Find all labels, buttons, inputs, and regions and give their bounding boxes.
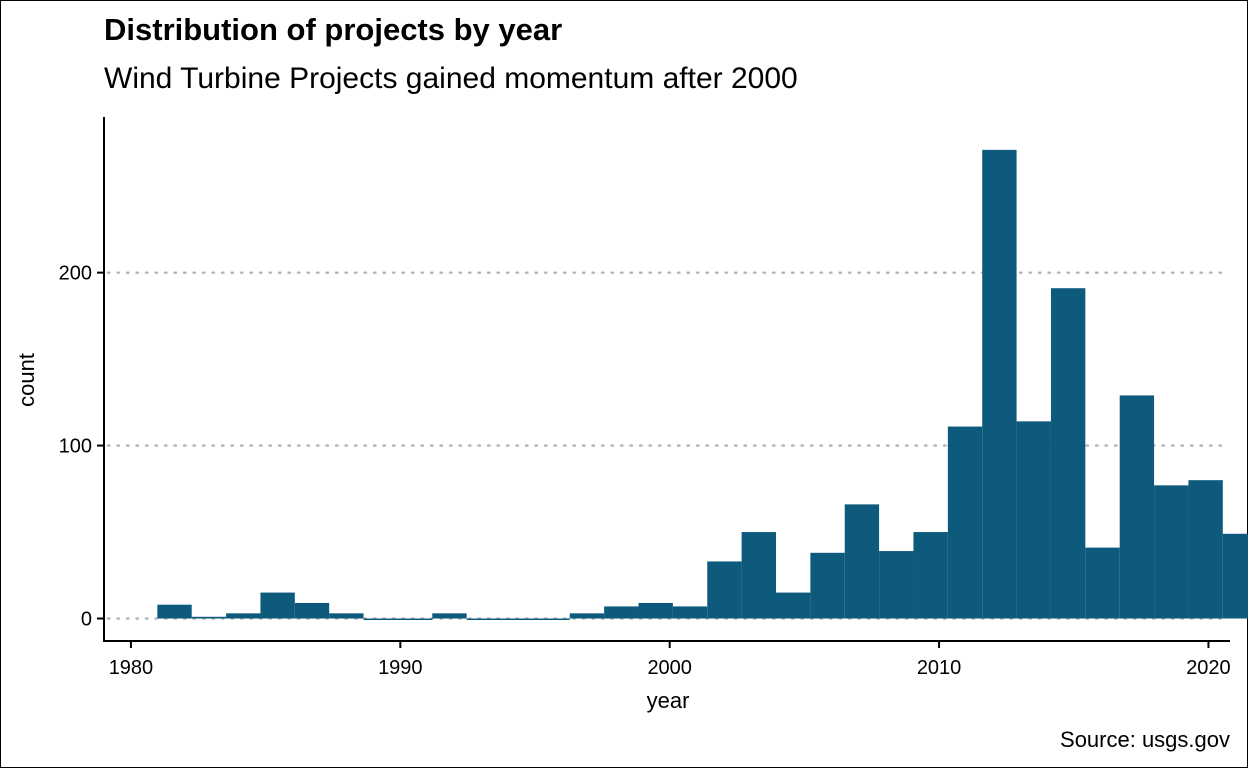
bar-8 xyxy=(432,613,467,619)
x-tick-label-2010: 2010 xyxy=(917,657,962,679)
bar-13 xyxy=(604,606,639,619)
bar-3 xyxy=(260,592,295,619)
chart-caption: Source: usgs.gov xyxy=(1060,727,1230,752)
bar-23 xyxy=(947,426,983,619)
bar-4 xyxy=(294,602,330,619)
axes: 0 100 200 1980 1990 2000 2010 2020 xyxy=(59,117,1231,679)
bar-5 xyxy=(329,613,364,619)
y-tick-label-100: 100 xyxy=(59,436,92,458)
bars xyxy=(157,149,1248,621)
bar-7 xyxy=(397,618,433,621)
chart-title: Distribution of projects by year xyxy=(104,12,563,47)
bar-18 xyxy=(775,592,811,619)
y-tick-label-200: 200 xyxy=(59,263,92,285)
bar-16 xyxy=(707,561,742,619)
bar-19 xyxy=(810,552,845,619)
bar-10 xyxy=(501,618,536,621)
bar-11 xyxy=(535,618,570,621)
bar-31 xyxy=(1222,533,1248,619)
bar-24 xyxy=(982,149,1017,619)
bar-2 xyxy=(226,613,261,619)
bar-0 xyxy=(157,604,192,619)
bar-22 xyxy=(913,532,948,619)
bar-6 xyxy=(363,618,398,621)
bar-15 xyxy=(672,606,708,619)
bar-30 xyxy=(1188,480,1223,619)
y-axis-title: count xyxy=(14,353,39,407)
bar-14 xyxy=(638,602,673,619)
bar-20 xyxy=(844,504,880,619)
bar-28 xyxy=(1119,395,1155,619)
bar-26 xyxy=(1050,288,1086,619)
bar-12 xyxy=(569,613,605,619)
x-axis-title: year xyxy=(647,688,690,713)
x-tick-label-1990: 1990 xyxy=(378,657,423,679)
bar-25 xyxy=(1016,421,1051,619)
bar-17 xyxy=(741,532,776,619)
x-tick-label-2000: 2000 xyxy=(647,657,692,679)
chart-subtitle: Wind Turbine Projects gained momentum af… xyxy=(104,62,798,95)
bar-9 xyxy=(466,618,502,621)
y-tick-label-0: 0 xyxy=(81,609,92,631)
bar-29 xyxy=(1154,485,1189,619)
bar-1 xyxy=(191,616,227,619)
bar-21 xyxy=(879,551,914,619)
x-tick-label-1980: 1980 xyxy=(109,657,154,679)
bar-27 xyxy=(1085,547,1120,619)
x-tick-label-2020: 2020 xyxy=(1186,657,1231,679)
